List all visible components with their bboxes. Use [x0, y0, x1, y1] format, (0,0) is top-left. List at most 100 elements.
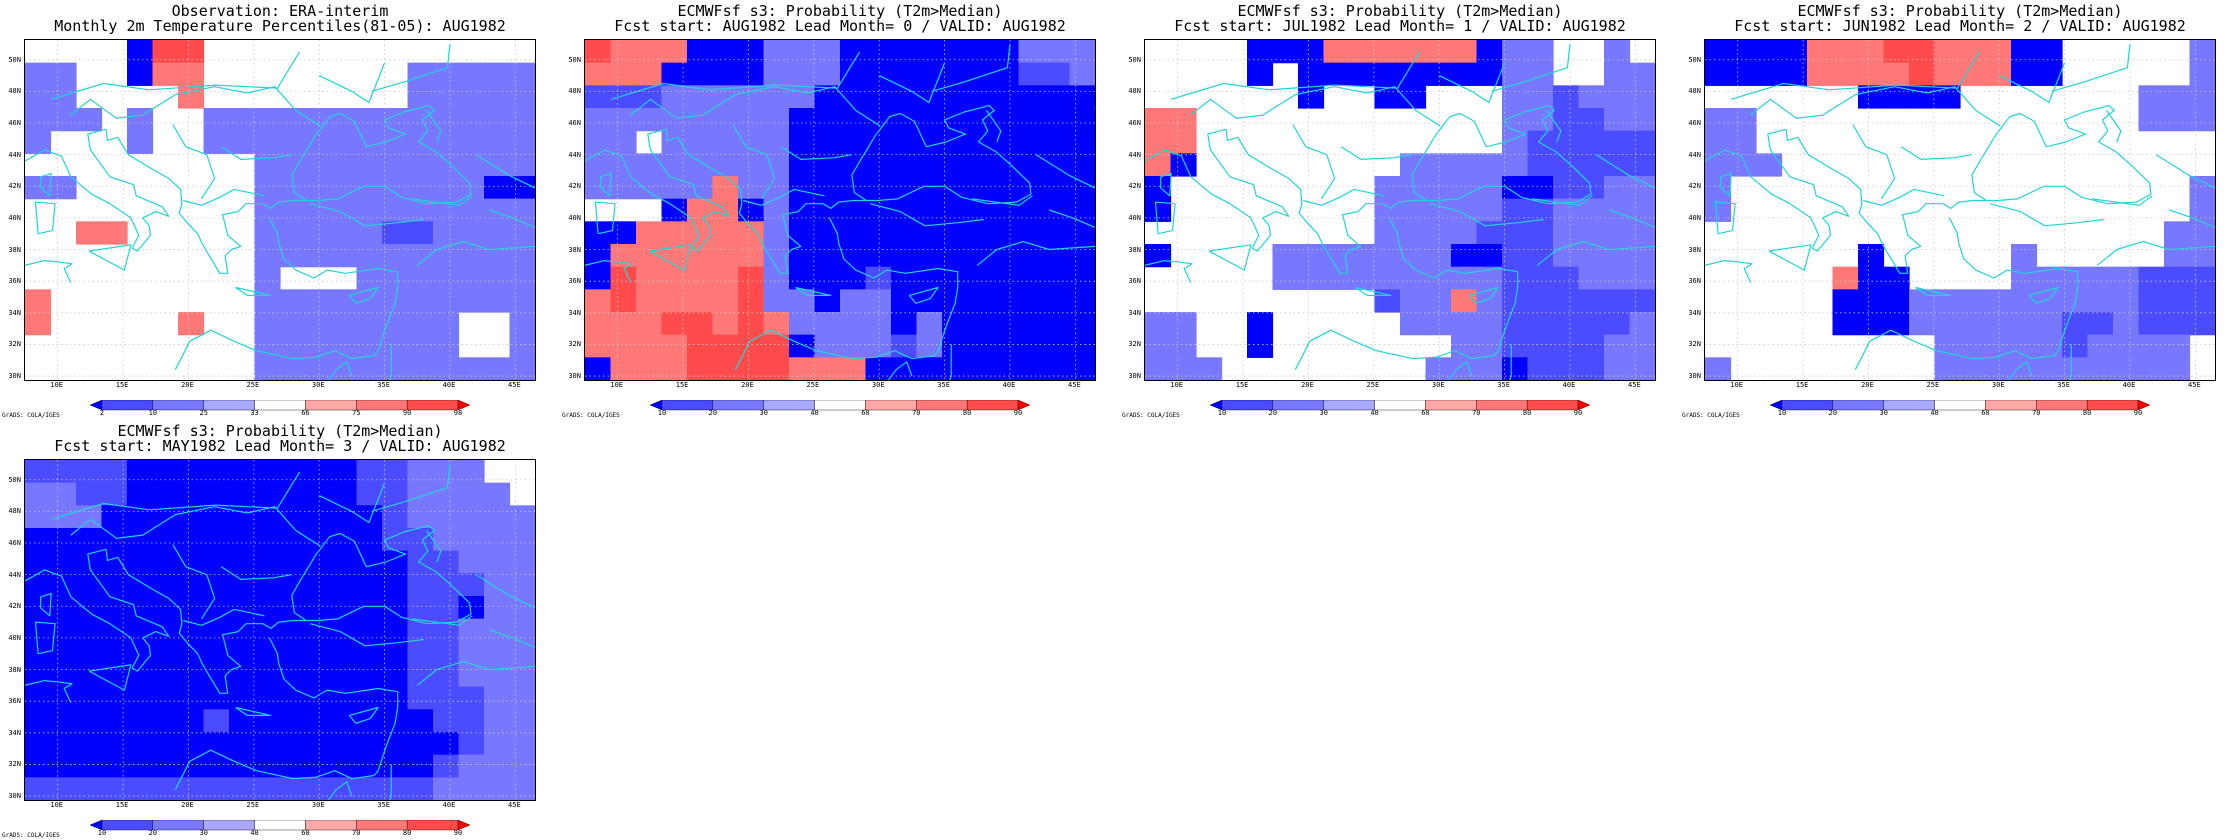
grid-cell: [484, 266, 511, 290]
grid-cell: [1451, 221, 1478, 245]
grid-cell: [1018, 266, 1045, 290]
grid-cell: [1349, 266, 1376, 290]
colorbar: [1769, 397, 2151, 417]
grid-cell: [484, 289, 511, 313]
grid-cell: [2189, 312, 2215, 336]
grid-cell: [1960, 289, 1987, 313]
grid-cell: [1553, 85, 1580, 109]
grid-cell: [50, 777, 77, 800]
grid-cell: [2113, 312, 2140, 336]
grid-cell: [229, 664, 256, 688]
coastline: [34, 201, 56, 235]
grid-cell: [2036, 357, 2063, 380]
grid-cell: [1323, 40, 1350, 64]
grid-cell: [1527, 62, 1554, 86]
grid-cell: [76, 221, 103, 245]
grid-cell: [2164, 357, 2191, 380]
colorbar-label: 30: [199, 829, 208, 837]
coastline: [1750, 86, 2001, 127]
grid-cell: [865, 357, 892, 380]
grid-cell: [967, 176, 994, 200]
grid-cell: [178, 732, 205, 756]
grid-cell: [280, 664, 307, 688]
grid-cell: [1069, 357, 1095, 380]
lat-tick-label: 30N: [1688, 372, 1701, 381]
colorbar-label: 66: [301, 409, 310, 417]
grid-cell: [1018, 176, 1045, 200]
grid-cell: [178, 482, 205, 506]
grads-credit: GrADS: COLA/IGES: [1122, 412, 1180, 419]
grid-cell: [203, 130, 230, 154]
colorbar-segment: [2036, 399, 2088, 411]
grid-cell: [458, 85, 485, 109]
coastline: [25, 128, 170, 252]
grid-cell: [585, 40, 612, 64]
grid-cell: [484, 686, 511, 710]
colorbar-label: 10: [1777, 409, 1787, 417]
coastline: [2051, 43, 2131, 92]
grid-cell: [1298, 266, 1325, 290]
lon-tick-label: 40E: [1562, 381, 1576, 389]
grid-cell: [305, 686, 332, 710]
grid-cell: [458, 641, 485, 665]
grid-cell: [1400, 153, 1427, 177]
grid-cell: [382, 130, 409, 154]
grid-cell: [1807, 62, 1834, 86]
coastline: [1720, 173, 1732, 197]
colorbar-segment: [865, 399, 917, 411]
lat-tick-label: 36N: [1688, 277, 1701, 286]
coastline: [183, 188, 265, 206]
grid-cell: [254, 312, 281, 336]
grid-cell: [1069, 334, 1095, 358]
grid-cell: [1502, 266, 1529, 290]
lat-tick-label: 30N: [8, 792, 21, 801]
grid-cell: [509, 505, 535, 529]
grid-cell: [433, 108, 460, 132]
grid-cell: [101, 709, 128, 733]
grid-cell: [1400, 289, 1427, 313]
colorbar-segment: [1476, 399, 1528, 411]
colorbar-max-arrow: [2137, 399, 2151, 411]
grid-cell: [763, 176, 790, 200]
grid-cell: [484, 357, 511, 380]
panel-title-line2: Fcst start: AUG1982 Lead Month= 0 / VALI…: [614, 17, 1066, 35]
grid-cell: [152, 641, 179, 665]
grid-cell: [433, 357, 460, 380]
colorbar-label: 30: [1319, 409, 1328, 417]
grid-cell: [942, 176, 969, 200]
grid-cell: [916, 221, 943, 245]
grid-cell: [305, 641, 332, 665]
map-frame: [1144, 39, 1656, 381]
grid-cell: [76, 754, 103, 778]
grid-cell: [407, 686, 434, 710]
grid-cell: [50, 618, 77, 642]
lon-tick-label: 20E: [1861, 381, 1874, 389]
grid-cell: [738, 40, 765, 64]
coastline: [172, 124, 216, 200]
grid-cell: [993, 266, 1020, 290]
grid-cell: [484, 176, 511, 200]
grid-cell: [254, 266, 281, 290]
grid-cell: [1553, 357, 1580, 380]
grid-cell: [331, 357, 358, 380]
grid-cell: [178, 62, 205, 86]
grid-cell: [25, 573, 52, 597]
grid-cell: [1170, 357, 1197, 380]
grid-cell: [433, 62, 460, 86]
grid-cell: [661, 153, 688, 177]
coastline: [268, 217, 399, 356]
grid-cell: [280, 550, 307, 574]
coastline: [318, 482, 386, 524]
grid-cell: [305, 198, 332, 222]
grid-cell: [789, 357, 816, 380]
grid-cell: [967, 289, 994, 313]
grid-cell: [1451, 198, 1478, 222]
grid-cell: [407, 221, 434, 245]
grid-cell: [1272, 244, 1299, 268]
grid-cell: [1604, 153, 1631, 177]
coastline: [25, 260, 73, 283]
grid-cell: [229, 732, 256, 756]
grid-cell: [1985, 289, 2012, 313]
grid-cell: [738, 244, 765, 268]
grid-cell: [2138, 357, 2165, 380]
